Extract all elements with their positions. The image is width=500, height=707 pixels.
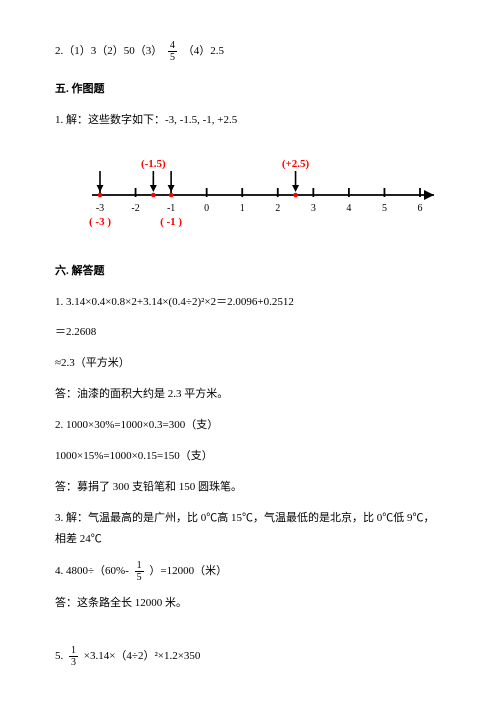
s6-p9-frac-den: 5 bbox=[135, 572, 144, 583]
p2-fraction: 4 5 bbox=[168, 40, 177, 63]
svg-text:4: 4 bbox=[346, 203, 351, 214]
s6-p9: 4. 4800÷（60%- 1 5 ）=12000（米） bbox=[55, 560, 445, 583]
p2-frac-den: 5 bbox=[168, 52, 177, 63]
p2-frac-num: 4 bbox=[168, 40, 177, 52]
s6-p11-b: ×3.14×（4÷2）²×1.2×350 bbox=[84, 651, 201, 663]
s6-p11-a: 5. bbox=[55, 651, 66, 663]
svg-text:2: 2 bbox=[275, 203, 280, 214]
s6-p7: 答：募捐了 300 支铅笔和 150 圆珠笔。 bbox=[55, 477, 445, 498]
section-6-title: 六. 解答题 bbox=[55, 261, 445, 282]
number-line-svg: -3 -2 -1 0 1 2 3 4 5 6 ( -3 ) (-1.5) ( -1 ) (+2.5) bbox=[80, 145, 440, 235]
s6-p6: 1000×15%=1000×0.15=150（支） bbox=[55, 446, 445, 467]
svg-text:6: 6 bbox=[418, 203, 423, 214]
s6-p9-a: 4. 4800÷（60%- bbox=[55, 565, 132, 577]
s6-p3: ≈2.3（平方米） bbox=[55, 353, 445, 374]
s6-p11: 5. 1 3 ×3.14×（4÷2）²×1.2×350 bbox=[55, 645, 445, 668]
s6-p2: ＝2.2608 bbox=[55, 322, 445, 343]
p2-text-a: 2.（1）3（2）50（3） bbox=[55, 45, 165, 57]
s6-p11-frac-num: 1 bbox=[69, 645, 78, 657]
s6-p10: 答：这条路全长 12000 米。 bbox=[55, 593, 445, 614]
section-5-p1: 1. 解：这些数字如下：-3, -1.5, -1, +2.5 bbox=[55, 110, 445, 131]
section-5-title: 五. 作图题 bbox=[55, 79, 445, 100]
svg-text:( -1 ): ( -1 ) bbox=[160, 216, 182, 228]
svg-text:3: 3 bbox=[311, 203, 316, 214]
s6-p5: 2. 1000×30%=1000×0.3=300（支） bbox=[55, 415, 445, 436]
svg-text:1: 1 bbox=[240, 203, 245, 214]
s6-p11-fraction: 1 3 bbox=[69, 645, 78, 668]
svg-text:(+2.5): (+2.5) bbox=[282, 158, 310, 170]
s6-p9-frac-num: 1 bbox=[135, 560, 144, 572]
svg-text:( -3 ): ( -3 ) bbox=[89, 216, 111, 228]
svg-text:-1: -1 bbox=[167, 203, 175, 214]
s6-p11-frac-den: 3 bbox=[69, 657, 78, 668]
svg-text:0: 0 bbox=[204, 203, 209, 214]
svg-text:-3: -3 bbox=[96, 203, 104, 214]
svg-text:-2: -2 bbox=[131, 203, 139, 214]
s6-p1: 1. 3.14×0.4×0.8×2+3.14×(0.4÷2)²×2＝2.0096… bbox=[55, 292, 445, 313]
spacer bbox=[55, 623, 445, 645]
p2-text-b: （4）2.5 bbox=[183, 45, 224, 57]
svg-text:5: 5 bbox=[382, 203, 387, 214]
s6-p9-fraction: 1 5 bbox=[135, 560, 144, 583]
s6-p8: 3. 解：气温最高的是广州，比 0℃高 15℃，气温最低的是北京，比 0℃低 9… bbox=[55, 508, 445, 550]
svg-text:(-1.5): (-1.5) bbox=[141, 158, 166, 170]
s6-p4: 答：油漆的面积大约是 2.3 平方米。 bbox=[55, 384, 445, 405]
problem-2-line: 2.（1）3（2）50（3） 4 5 （4）2.5 bbox=[55, 40, 445, 63]
s6-p9-b: ）=12000（米） bbox=[149, 565, 227, 577]
number-line-diagram: -3 -2 -1 0 1 2 3 4 5 6 ( -3 ) (-1.5) ( -1 ) (+2.5) bbox=[80, 145, 445, 243]
